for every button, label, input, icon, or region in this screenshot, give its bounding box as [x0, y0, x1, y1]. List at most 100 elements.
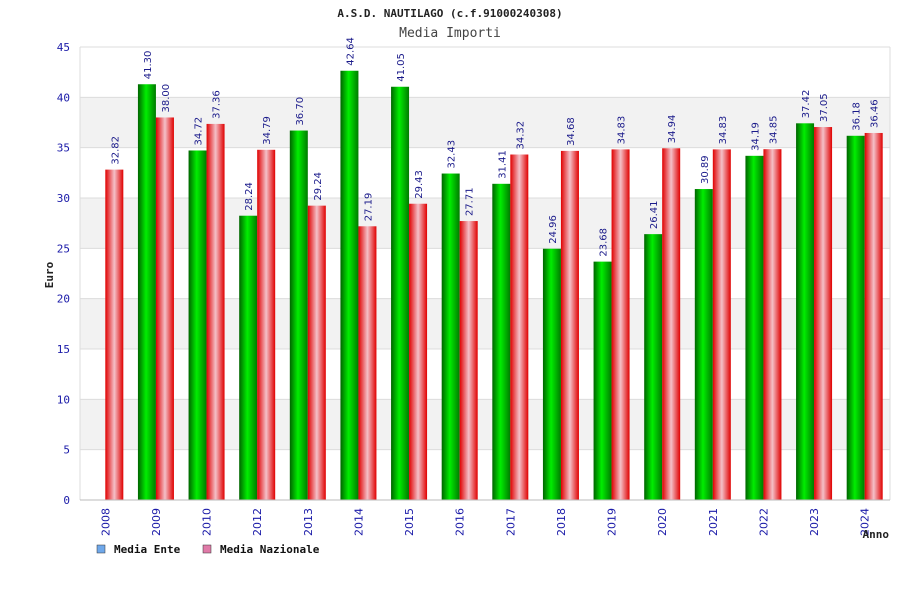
bar-value-label: 34.94 [667, 115, 678, 144]
bar-media-nazionale [358, 226, 377, 500]
bar-media-nazionale [307, 205, 326, 500]
bar-value-label: 41.05 [396, 53, 407, 82]
bar-media-ente [644, 234, 663, 500]
bar-media-ente [137, 84, 156, 500]
legend-swatch-ente [96, 544, 106, 554]
x-axis-label: Anno [863, 528, 890, 541]
bar-value-label: 37.05 [819, 93, 830, 122]
bar-media-nazionale [257, 149, 276, 500]
bar-labels: 32.82 41.30 38.00 34.72 37.36 28.24 34.79 36.70… [110, 37, 880, 257]
bar-media-nazionale [712, 149, 731, 501]
bar-media-nazionale [814, 127, 833, 500]
bar-media-ente [593, 261, 612, 500]
y-tick-label: 45 [57, 41, 70, 54]
bar-media-nazionale [206, 123, 225, 500]
bar-value-label: 34.79 [262, 116, 273, 145]
bar-value-label: 34.83 [718, 116, 729, 145]
x-tick-label: 2015 [403, 508, 416, 536]
bar-media-ente [796, 123, 815, 501]
x-tick-label: 2017 [504, 508, 517, 536]
bar-value-label: 42.64 [345, 37, 356, 66]
bar-value-label: 34.32 [515, 121, 526, 150]
legend-label-nazionale: Media Nazionale [220, 543, 320, 556]
bar-value-label: 26.41 [649, 200, 660, 229]
bar-media-ente [289, 130, 308, 500]
bar-media-ente [846, 135, 865, 500]
legend-label-ente: Media Ente [114, 543, 181, 556]
bar-value-label: 29.24 [313, 172, 324, 201]
bar-media-ente [492, 183, 511, 500]
bar-value-label: 27.19 [363, 193, 374, 222]
y-tick-label: 30 [57, 192, 70, 205]
chart-subtitle: Media Importi [399, 26, 501, 41]
bar-media-ente [239, 215, 258, 500]
y-tick-label: 40 [57, 91, 70, 104]
bar-media-ente [694, 189, 713, 501]
bar-value-label: 38.00 [161, 84, 172, 113]
y-tick-label: 0 [63, 494, 70, 507]
y-axis-ticks: 0 5 10 15 20 25 30 35 40 45 [57, 41, 70, 507]
x-tick-label: 2018 [555, 508, 568, 536]
x-tick-label: 2009 [150, 508, 163, 536]
bar-value-label: 30.89 [700, 155, 711, 184]
bar-media-nazionale [155, 117, 174, 500]
y-tick-label: 15 [57, 343, 70, 356]
bar-value-label: 41.30 [143, 51, 154, 80]
bar-value-label: 23.68 [599, 228, 610, 257]
x-tick-label: 2021 [707, 508, 720, 536]
bar-media-nazionale [611, 149, 630, 501]
legend-swatch-nazionale [202, 544, 212, 554]
bar-value-label: 37.36 [212, 90, 223, 119]
bar-value-label: 37.42 [801, 90, 812, 119]
bar-value-label: 36.46 [870, 99, 881, 128]
bar-media-nazionale [409, 203, 428, 500]
x-tick-label: 2012 [251, 508, 264, 536]
x-tick-label: 2008 [99, 508, 112, 536]
y-tick-label: 5 [63, 444, 70, 457]
bar-media-nazionale [864, 132, 883, 500]
bar-media-ente [391, 86, 410, 500]
x-tick-label: 2010 [201, 508, 214, 536]
bar-value-label: 32.43 [447, 140, 458, 169]
x-tick-label: 2020 [656, 508, 669, 536]
bar-media-nazionale [459, 221, 478, 500]
bar-value-label: 28.24 [244, 182, 255, 211]
bar-media-nazionale [662, 148, 681, 500]
bars [105, 70, 883, 501]
bar-media-nazionale [763, 149, 782, 500]
bar-value-label: 24.96 [548, 215, 559, 244]
x-tick-label: 2016 [454, 508, 467, 536]
bar-media-ente [745, 155, 764, 500]
bar-value-label: 29.43 [414, 170, 425, 199]
bar-media-ente [542, 248, 561, 500]
bar-value-label: 36.18 [852, 102, 863, 131]
y-axis-label: Euro [43, 261, 56, 288]
bar-media-ente [441, 173, 460, 500]
chart-title: A.S.D. NAUTILAGO (c.f.91000240308) [337, 7, 562, 20]
bar-value-label: 31.41 [497, 150, 508, 179]
bar-value-label: 34.72 [194, 117, 205, 146]
y-tick-label: 20 [57, 293, 70, 306]
bar-value-label: 34.19 [750, 122, 761, 151]
bar-value-label: 27.71 [465, 187, 476, 216]
x-tick-label: 2013 [302, 508, 315, 536]
x-tick-label: 2024 [859, 508, 872, 536]
bar-media-nazionale [105, 169, 124, 500]
x-axis-ticks: 2008 2009 2010 2012 2013 2014 2015 2016 2017 2018… [99, 508, 871, 536]
x-tick-label: 2023 [808, 508, 821, 536]
bar-value-label: 34.85 [768, 116, 779, 145]
legend: Media Ente Media Nazionale [96, 543, 320, 556]
y-tick-label: 10 [57, 393, 70, 406]
bar-value-label: 32.82 [110, 136, 121, 165]
bar-media-ente [340, 70, 359, 501]
bar-value-label: 36.70 [295, 97, 306, 126]
y-tick-label: 25 [57, 242, 70, 255]
y-tick-label: 35 [57, 142, 70, 155]
bar-value-label: 34.83 [617, 116, 628, 145]
bar-media-nazionale [560, 150, 579, 500]
bar-value-label: 34.68 [566, 117, 577, 146]
bar-media-nazionale [510, 154, 529, 500]
bar-media-ente [188, 150, 207, 500]
x-tick-label: 2014 [352, 508, 365, 536]
